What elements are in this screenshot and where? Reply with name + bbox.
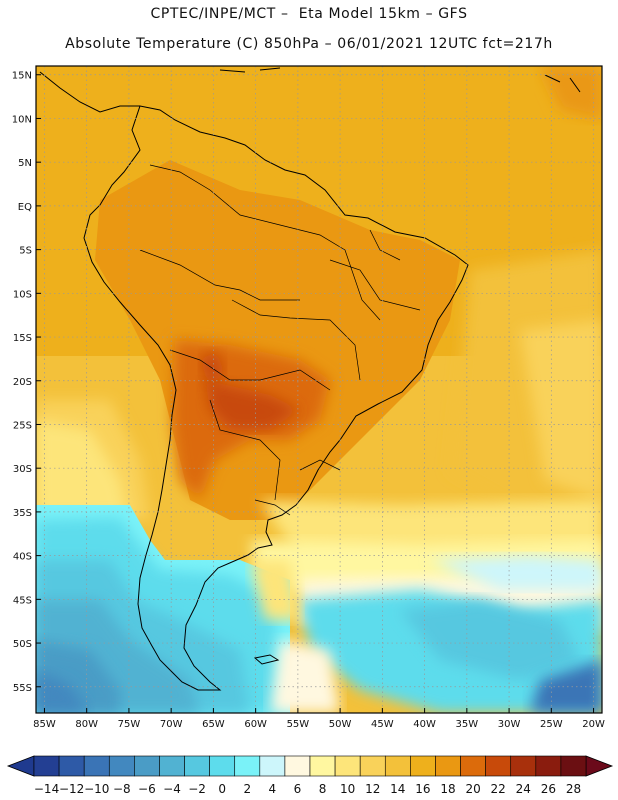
colorbar-label: 28	[566, 782, 581, 796]
lon-tick-label: 30W	[498, 719, 521, 730]
central-america-coastline	[39, 71, 140, 113]
colorbar-swatch	[83, 755, 110, 777]
lat-tick-label: 5S	[19, 246, 32, 257]
lon-tick-label: 25W	[540, 719, 563, 730]
colorbar-swatch	[159, 755, 185, 777]
colorbar-label: −4	[163, 782, 181, 796]
colorbar-label: −10	[84, 782, 109, 796]
caribbean-islands	[219, 67, 581, 93]
colorbar-label: 16	[415, 782, 430, 796]
colorbar-swatch	[384, 755, 411, 777]
lat-tick-label: 10S	[13, 289, 32, 300]
colorbar-swatch	[485, 755, 512, 777]
colorbar-swatch	[460, 755, 486, 777]
lat-tick-label: 20S	[13, 377, 32, 388]
colorbar-label: −14	[34, 782, 59, 796]
lon-tick-label: 75W	[118, 719, 141, 730]
lat-tick-label: 45S	[13, 595, 32, 606]
colorbar-label: 0	[218, 782, 226, 796]
colorbar-label: 6	[294, 782, 302, 796]
colorbar-label: 10	[340, 782, 355, 796]
colorbar-swatch	[309, 755, 336, 777]
lon-tick-label: 80W	[75, 719, 98, 730]
lon-tick-label: 50W	[329, 719, 352, 730]
lat-tick-label: 30S	[13, 464, 32, 475]
lon-tick-label: 45W	[371, 719, 394, 730]
colorbar-swatch	[284, 755, 311, 777]
lat-tick-label: EQ	[18, 202, 32, 213]
lat-tick-label: 15S	[13, 333, 32, 344]
colorbar-label: −12	[59, 782, 84, 796]
lon-tick-label: 65W	[202, 719, 225, 730]
lon-tick-label: 70W	[160, 719, 183, 730]
colorbar-swatch	[184, 755, 210, 777]
colorbar-swatch	[58, 755, 85, 777]
map-subtitle: Absolute Temperature (C) 850hPa – 06/01/…	[65, 36, 553, 52]
colorbar-label: −2	[188, 782, 206, 796]
colorbar-label: 2	[243, 782, 251, 796]
lat-tick-label: 35S	[13, 508, 32, 519]
country-borders	[139, 164, 421, 516]
colorbar-label: 4	[269, 782, 277, 796]
lat-tick-label: 40S	[13, 552, 32, 563]
colorbar-label: 12	[365, 782, 380, 796]
lat-tick-label: 5N	[18, 158, 32, 169]
map-title: CPTEC/INPE/MCT – Eta Model 15km – GFS	[150, 6, 468, 22]
colorbar-swatch	[108, 755, 135, 777]
colorbar-label: 20	[465, 782, 480, 796]
colorbar-swatch	[435, 755, 461, 777]
colorbar-label: 26	[541, 782, 556, 796]
colorbar-label: 18	[440, 782, 455, 796]
colorbar-label: 14	[390, 782, 405, 796]
colorbar-low-arrow	[6, 755, 35, 777]
colorbar-swatch	[560, 755, 587, 777]
colorbar: −14 −12 −10 −8 −6 −4 −2 0 2 4 6 8 10 12 14 16 18 20 22 24 26…	[6, 755, 614, 796]
colorbar-swatch	[259, 755, 286, 777]
lon-tick-label: 60W	[244, 719, 267, 730]
colorbar-swatch	[134, 755, 160, 777]
lat-tick-label: 50S	[13, 639, 32, 650]
latitude-axis: 15N 10N 5N EQ 5S 10S 15S 20S 25S 30S 35S 40S 45S 50S 5…	[12, 71, 41, 694]
falkland-islands	[253, 654, 280, 665]
colorbar-swatch	[33, 755, 60, 777]
colorbar-swatch	[359, 755, 386, 777]
south-america-coastline	[83, 105, 469, 691]
map-frame	[35, 65, 603, 714]
colorbar-swatch	[510, 755, 537, 777]
coastlines	[39, 67, 581, 691]
colorbar-label: 22	[491, 782, 506, 796]
colorbar-swatch	[234, 755, 261, 777]
colorbar-high-arrow	[585, 755, 614, 777]
colorbar-swatch	[535, 755, 562, 777]
lat-tick-label: 55S	[13, 683, 32, 694]
lon-tick-label: 85W	[33, 719, 56, 730]
colorbar-swatch	[410, 755, 436, 777]
longitude-axis: 85W 80W 75W 70W 65W 60W 55W 50W 45W 40W 35W 30W 25W 2…	[33, 708, 605, 730]
lat-tick-label: 25S	[13, 420, 32, 431]
lon-tick-label: 35W	[456, 719, 479, 730]
colorbar-swatch	[209, 755, 236, 777]
lat-tick-label: 10N	[12, 114, 32, 125]
colorbar-label: −8	[113, 782, 131, 796]
colorbar-label: 8	[319, 782, 327, 796]
temperature-field	[36, 66, 602, 713]
colorbar-swatch	[334, 755, 361, 777]
lon-tick-label: 40W	[413, 719, 436, 730]
lat-tick-label: 15N	[12, 71, 32, 82]
colorbar-label: −6	[138, 782, 156, 796]
lon-tick-label: 55W	[287, 719, 310, 730]
lon-tick-label: 20W	[582, 719, 605, 730]
colorbar-label: 24	[516, 782, 531, 796]
